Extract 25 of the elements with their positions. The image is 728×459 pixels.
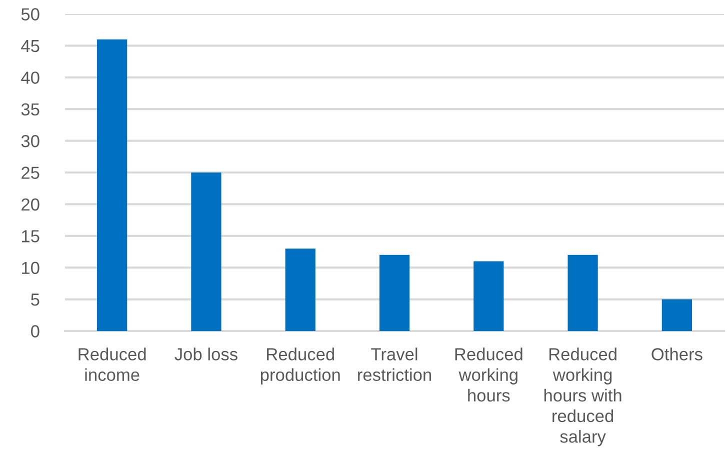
y-tick-label: 0 <box>31 325 40 338</box>
y-tick-label: 50 <box>21 8 40 20</box>
bar <box>474 261 504 331</box>
y-tick-label: 10 <box>22 262 40 274</box>
bar <box>662 299 692 331</box>
y-tick-label: 30 <box>21 134 40 148</box>
x-tick-label: Reduced income <box>78 348 146 382</box>
bar <box>97 39 128 331</box>
y-tick-label: 15 <box>22 230 40 242</box>
x-tick-label: Travel restriction <box>358 348 431 382</box>
x-tick-label: Job loss <box>174 348 238 360</box>
y-tick-label: 35 <box>21 103 40 116</box>
bar <box>191 172 222 331</box>
bar <box>379 254 410 331</box>
y-tick-label: 20 <box>22 198 40 211</box>
y-tick-label: 40 <box>21 72 40 84</box>
x-tick-label: Reduced working hours <box>455 348 522 402</box>
y-tick-label: 25 <box>22 166 40 179</box>
y-tick-label: 5 <box>31 294 40 306</box>
x-tick-label: Reduced working hours with reduced salary <box>544 348 622 446</box>
y-tick-label: 45 <box>21 40 40 52</box>
x-tick-label: Reduced production <box>260 348 340 384</box>
bar <box>568 254 598 331</box>
bar <box>285 248 316 331</box>
x-tick-label: Others <box>652 348 702 360</box>
